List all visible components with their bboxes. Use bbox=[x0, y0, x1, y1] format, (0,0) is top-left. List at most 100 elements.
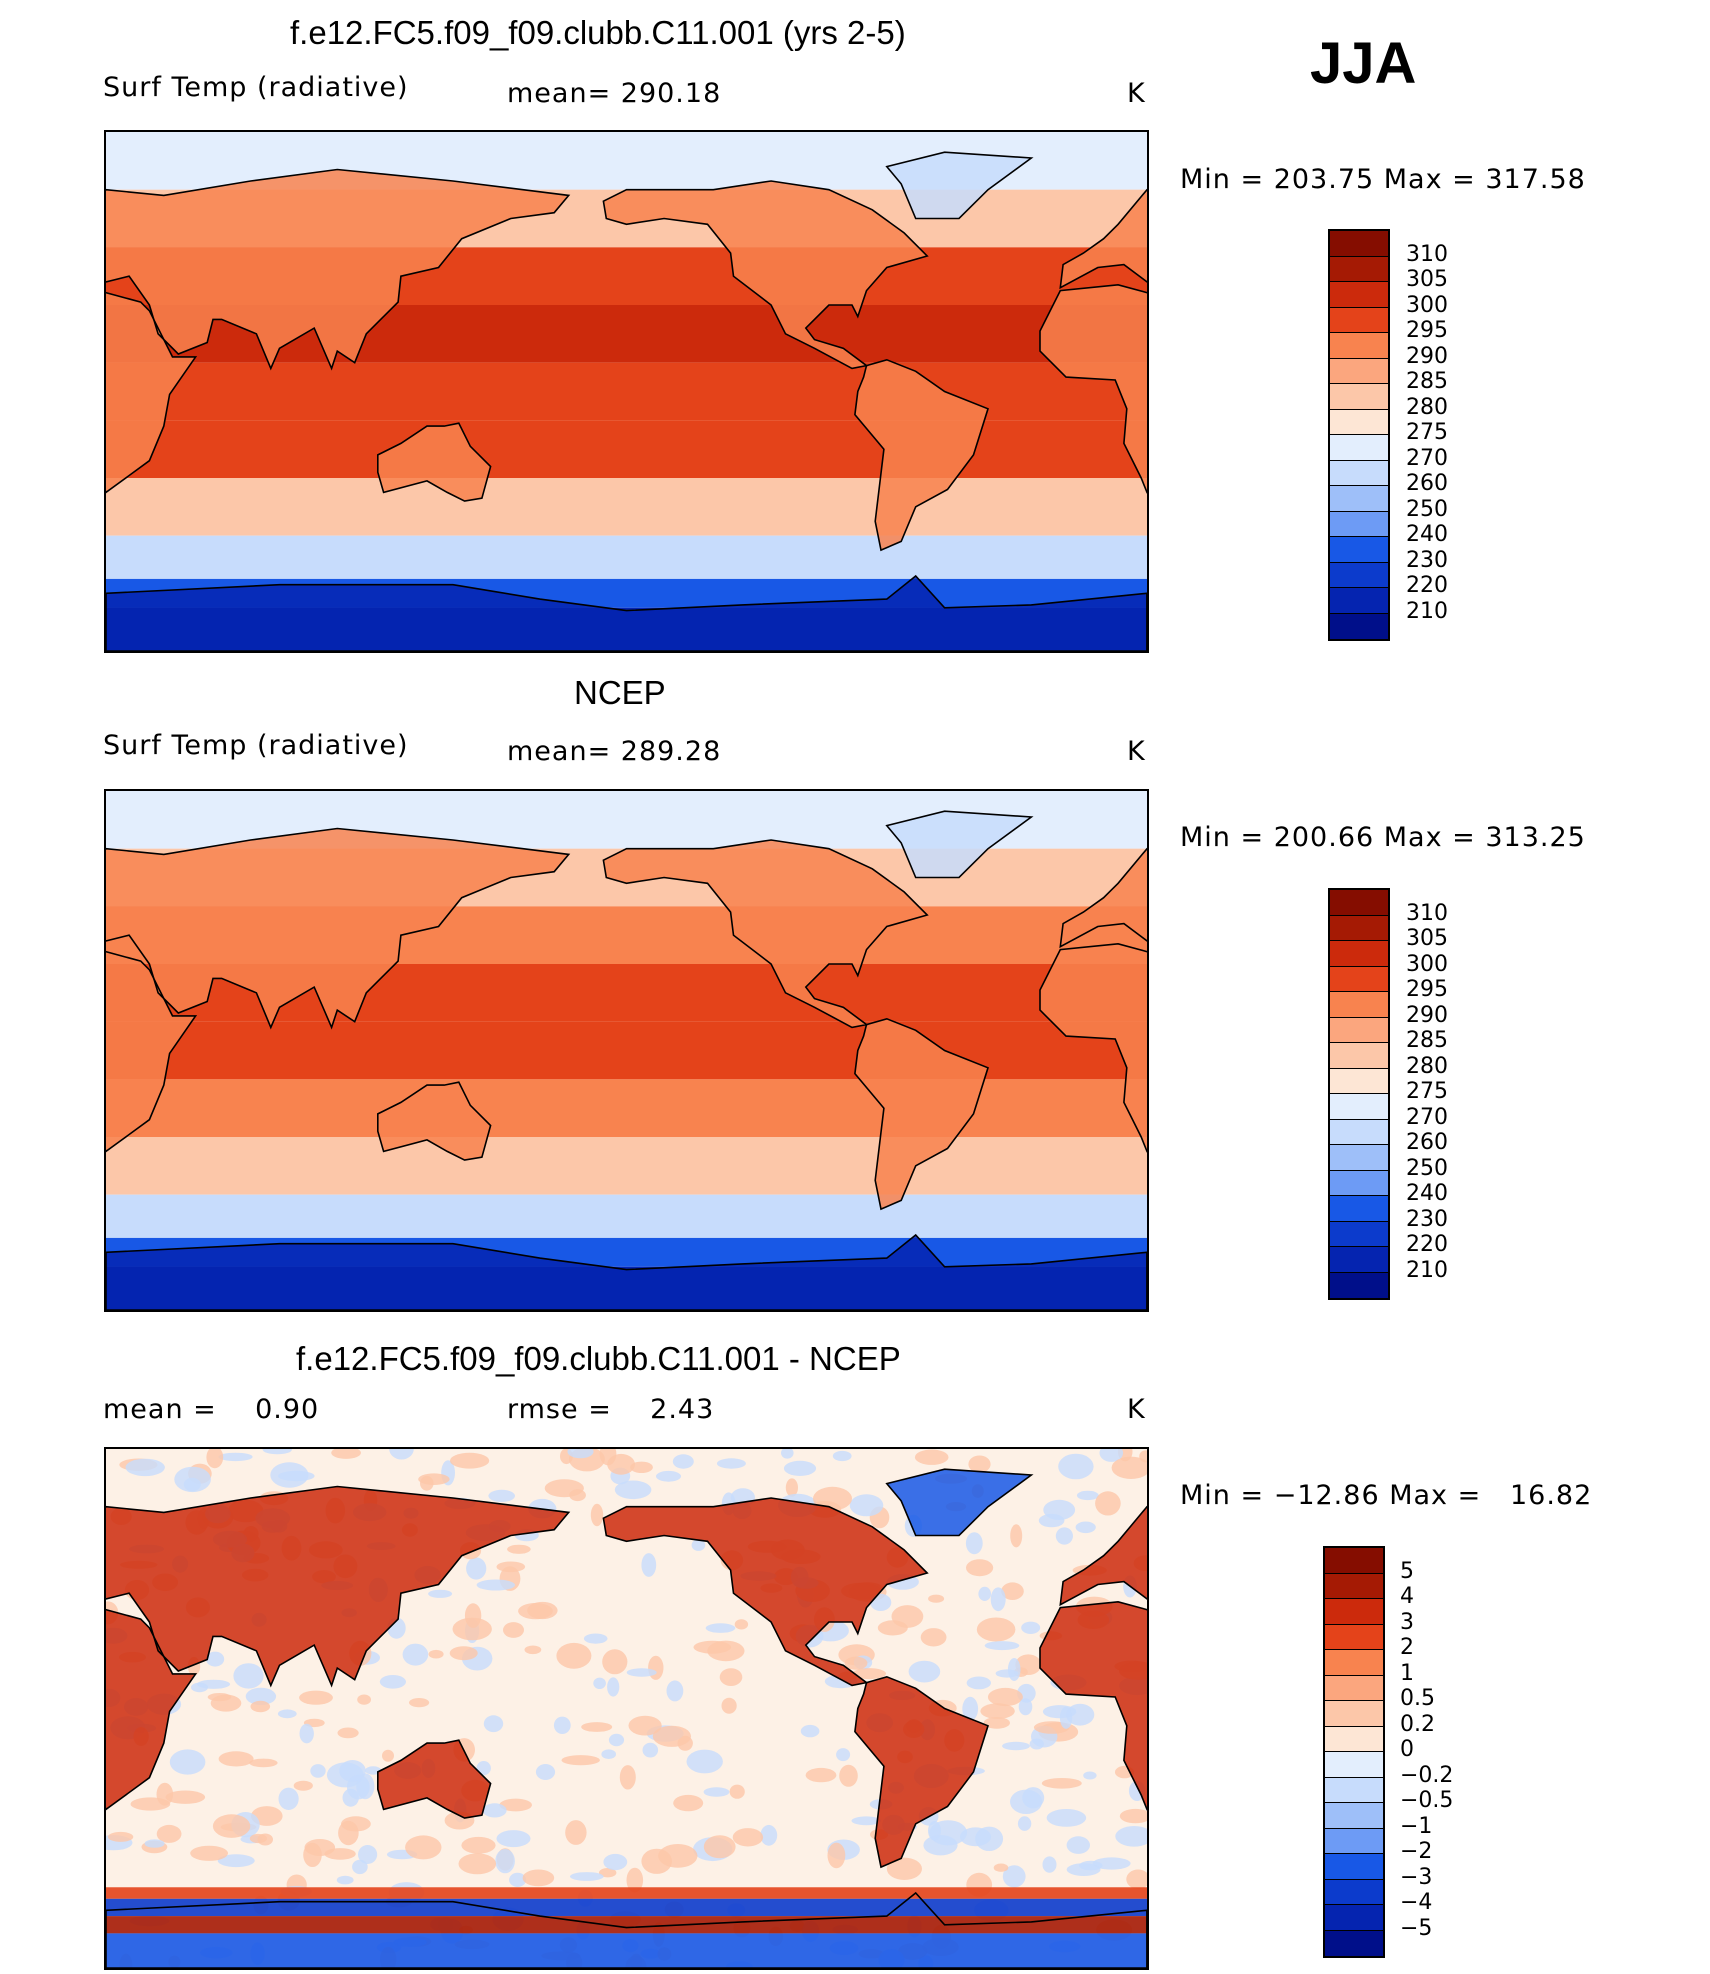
difference-blob bbox=[716, 1458, 746, 1469]
difference-blob bbox=[107, 1831, 134, 1842]
panel1-map-svg bbox=[106, 132, 1147, 651]
difference-blob bbox=[341, 1816, 371, 1832]
difference-blob bbox=[760, 1824, 778, 1846]
colorbar-tick-label: −5 bbox=[1400, 1915, 1433, 1941]
difference-blob bbox=[1058, 1453, 1094, 1480]
difference-blob bbox=[339, 1760, 366, 1782]
difference-blob bbox=[144, 1839, 165, 1848]
difference-blob bbox=[1075, 1521, 1096, 1534]
colorbar-segment bbox=[1330, 941, 1388, 967]
panel3-minmax: Min = −12.86 Max = 16.82 bbox=[1180, 1480, 1593, 1511]
coastline bbox=[106, 574, 1147, 651]
panel2-mean-label: mean= 289.28 bbox=[507, 736, 722, 767]
zonal-band bbox=[106, 1021, 1147, 1080]
land-anomaly-fill bbox=[603, 1498, 928, 1686]
colorbar-tick-label: 5 bbox=[1400, 1558, 1414, 1584]
difference-blob bbox=[962, 1696, 979, 1721]
difference-blob bbox=[1007, 1658, 1021, 1681]
difference-blob bbox=[379, 1675, 406, 1689]
coastline bbox=[602, 839, 929, 1029]
difference-blob bbox=[409, 1698, 430, 1708]
land-anomaly-fill bbox=[1040, 1601, 1147, 1810]
difference-blob bbox=[461, 1836, 496, 1854]
colorbar-segment bbox=[1330, 435, 1388, 461]
difference-blob bbox=[590, 1503, 604, 1527]
difference-blob bbox=[336, 1875, 354, 1885]
difference-blob bbox=[1066, 1836, 1090, 1854]
difference-blob bbox=[849, 1494, 884, 1517]
zonal-band bbox=[106, 1194, 1147, 1238]
difference-blob bbox=[450, 1452, 490, 1469]
colorbar-tick-label: 250 bbox=[1406, 1155, 1448, 1181]
difference-blob bbox=[628, 1715, 662, 1736]
difference-blob bbox=[686, 1749, 723, 1774]
difference-blob bbox=[785, 1478, 799, 1497]
difference-blob bbox=[703, 1787, 730, 1797]
colorbar-segment bbox=[1330, 307, 1388, 333]
difference-blob bbox=[249, 1833, 267, 1844]
coastline bbox=[1039, 942, 1147, 1153]
difference-blob bbox=[626, 1867, 644, 1893]
difference-blob bbox=[641, 1553, 657, 1577]
colorbar-segment bbox=[1330, 1247, 1388, 1273]
colorbar-segment bbox=[1330, 256, 1388, 282]
colorbar-segment bbox=[1330, 460, 1388, 486]
difference-blob bbox=[405, 1835, 442, 1860]
difference-blob bbox=[358, 1845, 378, 1864]
colorbar-tick-label: −2 bbox=[1400, 1839, 1433, 1864]
difference-blob bbox=[641, 1848, 672, 1874]
land-fill bbox=[106, 951, 196, 1152]
coastline bbox=[106, 168, 571, 371]
difference-blob bbox=[593, 1677, 606, 1689]
difference-blob bbox=[1111, 1456, 1147, 1479]
difference-blob bbox=[732, 1828, 764, 1847]
difference-blob bbox=[569, 1872, 604, 1881]
difference-blob bbox=[402, 1643, 429, 1666]
difference-blob bbox=[851, 1816, 881, 1826]
difference-blob bbox=[984, 1641, 1020, 1651]
difference-blob bbox=[561, 1755, 600, 1766]
difference-blob bbox=[206, 1449, 224, 1469]
coastline bbox=[106, 827, 571, 1030]
colorbar-segment bbox=[1330, 282, 1388, 308]
panel1-minmax: Min = 203.75 Max = 317.58 bbox=[1180, 164, 1586, 195]
difference-blob bbox=[656, 1470, 681, 1482]
difference-blob bbox=[1021, 1621, 1041, 1634]
difference-blob bbox=[734, 1619, 749, 1630]
colorbar-segment bbox=[1325, 1752, 1383, 1778]
zonal-band bbox=[106, 535, 1147, 579]
colorbar-segment bbox=[1330, 231, 1388, 257]
coastline bbox=[376, 1081, 492, 1161]
colorbar-tick-label: 0.5 bbox=[1400, 1686, 1435, 1711]
colorbar-tick-label: 0.2 bbox=[1400, 1711, 1435, 1737]
difference-blob bbox=[125, 1458, 165, 1477]
coastline bbox=[106, 1485, 571, 1688]
panel1-title: f.e12.FC5.f09_f09.clubb.C11.001 (yrs 2-5… bbox=[290, 14, 906, 51]
difference-blob bbox=[1002, 1741, 1030, 1751]
colorbar-tick-label: 270 bbox=[1406, 1104, 1448, 1130]
difference-blob bbox=[165, 1790, 206, 1804]
difference-blob bbox=[832, 1450, 852, 1462]
difference-blob bbox=[169, 1749, 206, 1775]
zonal-band bbox=[106, 420, 1147, 478]
difference-blob bbox=[428, 1649, 444, 1659]
colorbar-segment bbox=[1330, 333, 1388, 359]
difference-blob bbox=[303, 1842, 322, 1867]
difference-blob bbox=[995, 1669, 1019, 1678]
difference-blob bbox=[976, 1617, 1016, 1642]
difference-blob bbox=[920, 1628, 947, 1647]
coastline bbox=[106, 1608, 198, 1811]
panel2-map bbox=[104, 789, 1149, 1312]
difference-blob bbox=[1115, 1826, 1147, 1847]
difference-blob bbox=[721, 1697, 737, 1714]
colorbar-tick-label: 3 bbox=[1400, 1609, 1414, 1635]
difference-blob bbox=[496, 1561, 526, 1573]
coastline bbox=[885, 1468, 1034, 1537]
difference-blob bbox=[908, 1660, 941, 1683]
difference-blob bbox=[499, 1798, 532, 1812]
difference-blob bbox=[990, 1587, 1006, 1612]
panel1-colorbar bbox=[1328, 229, 1390, 641]
difference-blob bbox=[299, 1723, 314, 1744]
colorbar-segment bbox=[1330, 1196, 1388, 1222]
difference-blob bbox=[691, 1539, 706, 1551]
